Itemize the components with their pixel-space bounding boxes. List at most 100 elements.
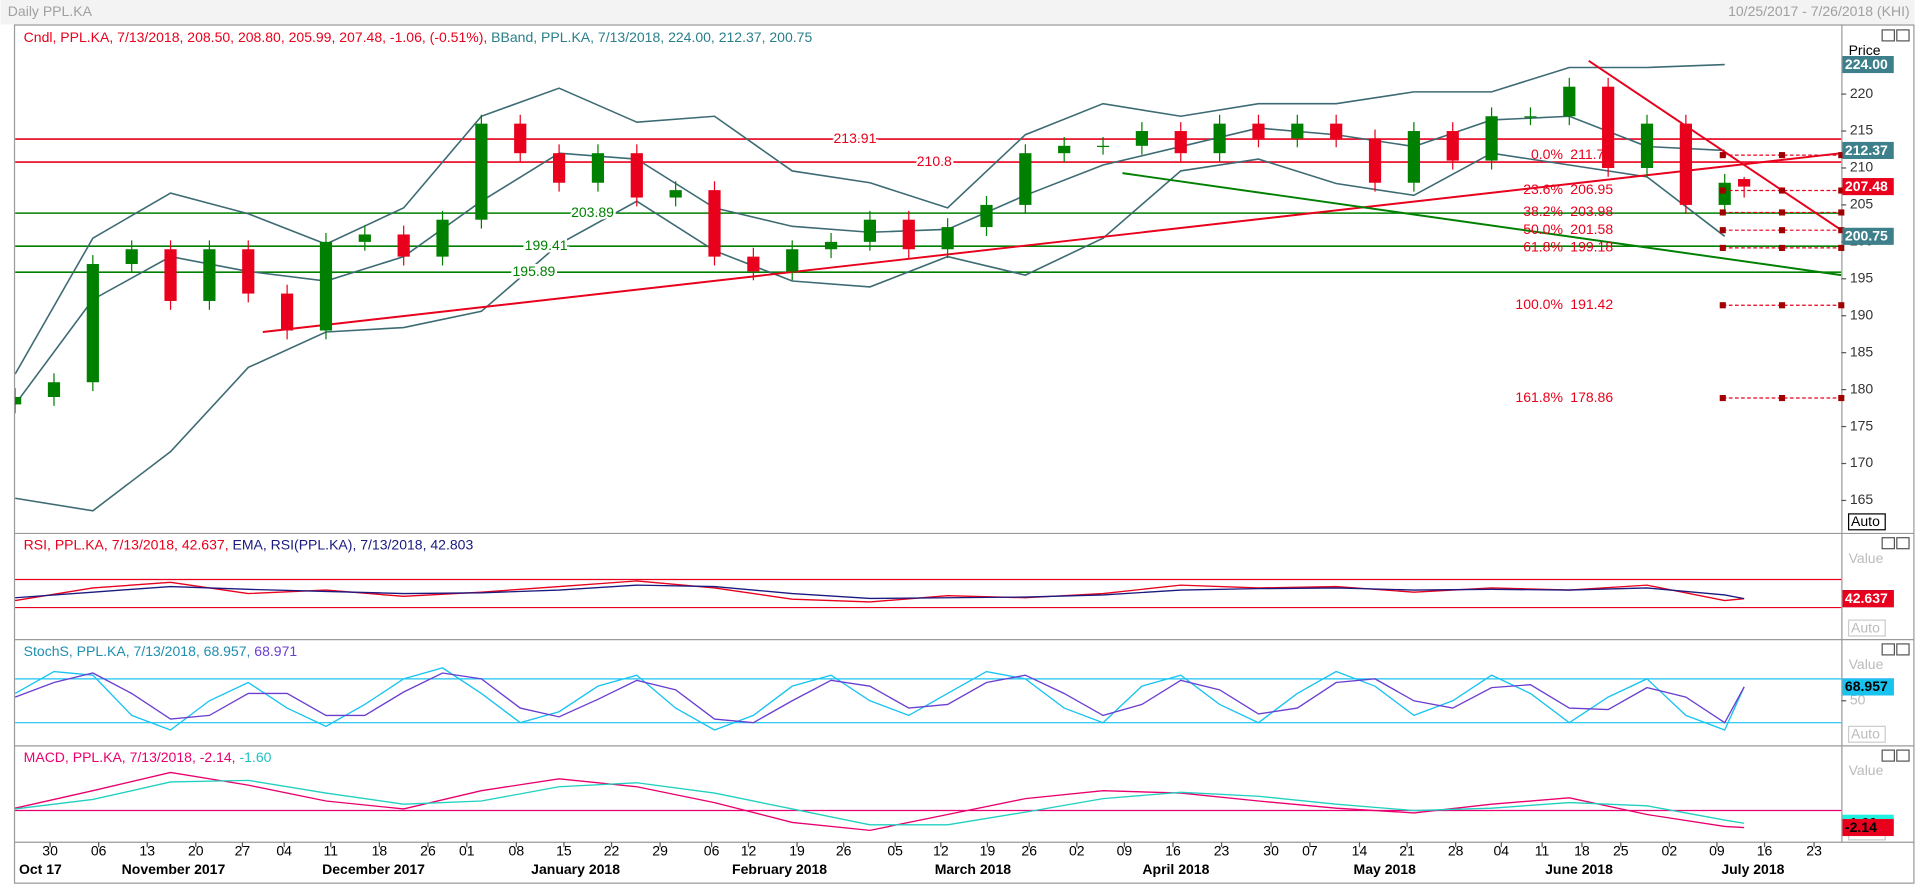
- candle-body: [1291, 123, 1304, 139]
- x-month-label: June 2018: [1545, 861, 1613, 877]
- candle-body: [475, 123, 488, 220]
- header-part: EMA, RSI(PPL.KA), 7/13/2018, 42.803: [229, 536, 474, 552]
- y-tick-label: 175: [1850, 417, 1874, 433]
- candle-body: [397, 234, 410, 257]
- candle-body: [1485, 116, 1498, 161]
- fib-value: 199.18: [1570, 239, 1613, 255]
- candle-body: [319, 241, 333, 331]
- button-close[interactable]: [1896, 749, 1910, 762]
- button-close[interactable]: [1896, 29, 1910, 42]
- x-tick-label: 14: [1352, 843, 1368, 859]
- button-maximize[interactable]: [1881, 537, 1895, 550]
- candle-body: [1524, 116, 1537, 118]
- last-value-box: [1842, 178, 1894, 196]
- x-tick-label: 26: [1021, 843, 1037, 859]
- button-maximize[interactable]: [1881, 643, 1895, 656]
- x-month-label: April 2018: [1142, 861, 1209, 877]
- last-value-box: [1842, 678, 1894, 696]
- scale-mode: Auto: [1851, 513, 1880, 529]
- x-tick-label: 06: [704, 843, 720, 859]
- last-value-label: 200.75: [1845, 228, 1888, 244]
- level-label: 213.91: [834, 130, 877, 146]
- candle-body: [125, 249, 138, 265]
- fib-value: 178.86: [1570, 389, 1613, 405]
- fib-handle: [1838, 394, 1845, 402]
- candle-body: [15, 397, 22, 405]
- fib-handle: [1719, 302, 1726, 309]
- candle-body: [1252, 123, 1265, 139]
- x-tick-label: 11: [1535, 843, 1550, 859]
- x-tick-label: 18: [1574, 843, 1590, 859]
- panel-header: Cndl, PPL.KA, 7/13/2018, 208.50, 208.80,…: [24, 29, 813, 45]
- button-close[interactable]: [1896, 537, 1910, 550]
- x-tick-label: 26: [420, 843, 436, 859]
- level-label: 210.8: [917, 153, 952, 169]
- candle-body: [786, 249, 799, 272]
- candle-body: [436, 219, 449, 257]
- fib-handle: [1838, 302, 1845, 309]
- candle-body: [1330, 123, 1343, 139]
- candle-body: [1640, 123, 1654, 168]
- x-tick-label: 16: [1757, 843, 1773, 859]
- last-value-box: [1842, 590, 1894, 608]
- candle-body: [1679, 123, 1692, 205]
- last-value-box: [1842, 55, 1894, 74]
- panel-header: MACD, PPL.KA, 7/13/2018, -2.14, -1.60: [24, 749, 272, 765]
- trend-line: [1122, 172, 1842, 277]
- x-tick-label: 07: [1302, 843, 1318, 859]
- x-tick-label: 16: [1165, 843, 1181, 859]
- x-month-label: May 2018: [1354, 861, 1417, 877]
- fib-handle: [1778, 244, 1786, 251]
- x-tick-label: 18: [372, 843, 388, 859]
- fib-handle: [1778, 227, 1786, 234]
- fib-handle: [1719, 152, 1726, 159]
- indicator-line: [14, 771, 1745, 832]
- candle-body: [1135, 131, 1149, 146]
- y-axis-title: Price: [1849, 42, 1881, 58]
- last-value-label: 207.48: [1845, 178, 1888, 194]
- y-tick-label: 220: [1850, 85, 1874, 101]
- candle-body: [1563, 86, 1576, 117]
- y-tick-label: 215: [1850, 122, 1874, 138]
- candle-body: [630, 153, 643, 198]
- candle-body: [1718, 182, 1731, 205]
- candle-body: [514, 123, 527, 154]
- candle-body: [1738, 179, 1751, 187]
- fib-ratio: 23.6%: [1523, 181, 1563, 197]
- fib-handle: [1719, 227, 1726, 234]
- x-tick-label: 23: [1806, 843, 1822, 859]
- x-month-label: March 2018: [935, 861, 1012, 877]
- header-part: 68.971: [250, 643, 297, 659]
- scale-mode: Auto: [1851, 619, 1880, 635]
- x-month-label: Oct 17: [19, 861, 62, 877]
- header-part: RSI, PPL.KA, 7/13/2018, 42.637,: [24, 536, 229, 552]
- level-label: 199.41: [525, 237, 568, 253]
- x-tick-label: 05: [887, 843, 903, 859]
- fib-handle: [1719, 187, 1726, 194]
- x-tick-label: 30: [42, 843, 58, 859]
- button-close[interactable]: [1896, 643, 1910, 656]
- button-maximize[interactable]: [1881, 749, 1895, 762]
- frame: [13, 24, 1915, 884]
- x-tick-label: 09: [1117, 843, 1133, 859]
- candle-body: [358, 234, 371, 242]
- title-bar: [0, 0, 1915, 25]
- bollinger-upper: [15, 63, 1725, 375]
- x-month-label: July 2018: [1721, 861, 1784, 877]
- x-tick-label: 21: [1399, 843, 1415, 859]
- x-tick-label: 25: [1613, 843, 1629, 859]
- header-part: StochS, PPL.KA, 7/13/2018, 68.957,: [24, 643, 251, 659]
- fib-ratio: 38.2%: [1523, 203, 1563, 219]
- fib-value: 206.95: [1570, 181, 1613, 197]
- x-tick-label: 28: [1448, 843, 1464, 859]
- level-label: 203.89: [571, 204, 614, 220]
- fib-handle: [1838, 209, 1845, 216]
- scale-mode-box: [1847, 513, 1886, 531]
- x-tick-label: 08: [509, 843, 525, 859]
- level-label: 195.89: [512, 263, 555, 279]
- fib-ratio: 100.0%: [1515, 296, 1563, 312]
- indicator-line: [15, 584, 1745, 600]
- fib-handle: [1719, 209, 1726, 216]
- button-maximize[interactable]: [1881, 29, 1895, 42]
